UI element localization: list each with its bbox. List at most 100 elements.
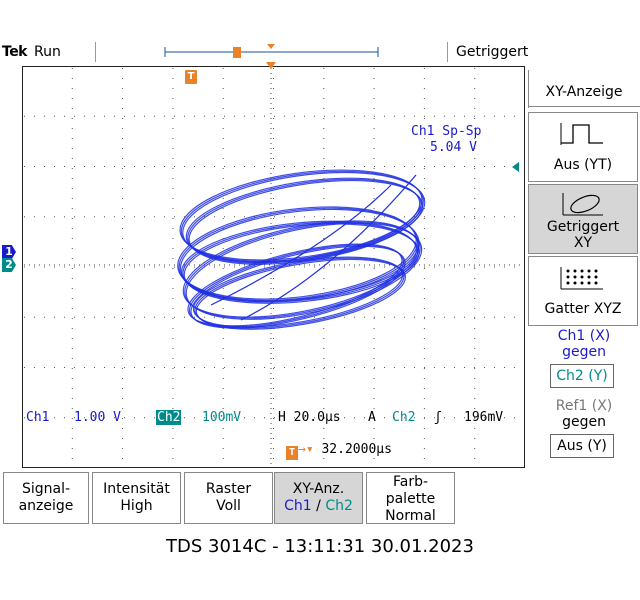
xy-trace-loop <box>194 257 405 329</box>
xy-ch2: Ch2 <box>325 498 353 514</box>
xyz-dot <box>580 269 584 273</box>
xyz-dot <box>573 275 577 279</box>
intensity-label-2: High <box>120 498 153 514</box>
ch1-x-label: Ch1 (X) <box>557 328 611 344</box>
xy-trace-loop <box>185 222 423 320</box>
xyz-dot <box>566 275 570 279</box>
record-position-bar[interactable] <box>160 40 385 66</box>
xy-display-label: XY-Anz. <box>292 481 345 497</box>
divider <box>528 70 529 108</box>
xy-separator: / <box>316 498 321 514</box>
rising-edge-icon: ʃ <box>434 410 442 425</box>
xyz-dot <box>566 281 570 285</box>
xyz-dot <box>580 275 584 279</box>
palette-label-2: palette <box>385 491 436 507</box>
run-state: Run <box>34 44 61 60</box>
graticule-button[interactable]: Raster Voll <box>184 472 273 524</box>
measurement-value: 5.04 V <box>430 140 477 155</box>
xy-trace-loop <box>195 258 406 330</box>
top-status-bar <box>0 40 640 66</box>
palette-label-3: Normal <box>385 508 436 524</box>
trigger-state: Getriggert <box>456 44 529 60</box>
xy-off-yt-button[interactable]: Aus (YT) <box>528 112 638 182</box>
ch1-scale: 1.00 V <box>74 410 121 425</box>
graticule <box>22 66 525 468</box>
xyz-dot <box>580 281 584 285</box>
xy-trace-loop <box>182 220 420 318</box>
xyz-dot <box>594 281 598 285</box>
side-menu: XY-Anzeige Aus (YT) Getriggert XY Gatter… <box>528 70 640 470</box>
graticule-label-1: Raster <box>205 481 252 497</box>
trigger-position-marker: T <box>185 70 197 84</box>
xy-display-channels: Ch1 / Ch2 <box>275 498 362 515</box>
timebase: H 20.0µs <box>278 410 341 425</box>
yt-square-wave-icon <box>560 123 603 145</box>
xyz-dot <box>594 269 598 273</box>
ref1-versus-label: gegen <box>562 414 606 430</box>
ch1-ground-marker[interactable]: 1 <box>2 245 16 259</box>
gated-xyz-button[interactable]: Gatter XYZ <box>528 256 638 326</box>
ref1-x-label: Ref1 (X) <box>555 398 613 414</box>
xy-trace-loop <box>182 221 419 303</box>
gated-xyz-label: Gatter XYZ <box>544 301 622 317</box>
xy-trace-loop <box>179 169 423 261</box>
signal-display-label-2: anzeige <box>18 498 74 514</box>
ch1-versus-label: gegen <box>562 344 606 360</box>
intensity-button[interactable]: Intensität High <box>92 472 181 524</box>
divider <box>95 42 96 62</box>
bottom-menu: Signal- anzeige Intensität High Raster V… <box>0 470 640 526</box>
footer-caption: TDS 3014C - 13:11:31 30.01.2023 <box>166 536 474 557</box>
ch2-label: Ch2 <box>156 410 182 425</box>
xyz-dot <box>594 275 598 279</box>
delay-arrow-icon: →▾ <box>298 442 314 457</box>
xyz-dot <box>587 275 591 279</box>
acquisition-mode: A <box>368 410 376 425</box>
trigger-icon: T <box>286 446 298 460</box>
ref1-y-selector[interactable]: Aus (Y) <box>550 434 614 458</box>
color-palette-button[interactable]: Farb- palette Normal <box>366 472 455 524</box>
xy-trace-loop <box>192 256 404 328</box>
xyz-dot <box>587 281 591 285</box>
xy-trace-strand <box>210 184 392 306</box>
xy-display-button[interactable]: XY-Anz. Ch1 / Ch2 <box>274 472 363 524</box>
xy-trace-loop <box>187 243 403 327</box>
trigger-delay-value: 32.2000µs <box>321 442 392 457</box>
xy-trace-loop <box>190 245 406 329</box>
intensity-label-1: Intensität <box>103 481 170 497</box>
graticule-label-2: Voll <box>216 498 241 514</box>
scope-display <box>22 66 525 468</box>
trigger-level: 196mV <box>464 410 504 425</box>
xy-ch1: Ch1 <box>284 498 312 514</box>
trigger-delay-row: T →▾ 32.2000µs <box>286 442 392 460</box>
brand-logo: Tek <box>2 44 28 60</box>
trigger-point-arrow <box>266 62 276 69</box>
triggered-xy-label-1: Getriggert <box>546 219 620 235</box>
xyz-dot <box>587 269 591 273</box>
triggered-xy-label-2: XY <box>573 235 593 251</box>
triggered-xy-button[interactable]: Getriggert XY <box>528 184 638 254</box>
xy-trace-loop <box>180 220 418 302</box>
trigger-source: Ch2 <box>392 410 416 425</box>
xy-trace-loop <box>187 178 422 264</box>
xyz-dot <box>573 281 577 285</box>
xyz-dot <box>566 269 570 273</box>
xy-trace-loop <box>184 221 421 319</box>
trigger-level-marker <box>512 162 519 172</box>
ch2-y-selector[interactable]: Ch2 (Y) <box>550 364 614 388</box>
measurement-label: Ch1 Sp-Sp <box>411 124 482 139</box>
xy-ellipse-icon <box>562 193 603 216</box>
divider <box>447 42 448 62</box>
xy-off-yt-label: Aus (YT) <box>553 157 613 173</box>
xy-trace-loop <box>185 177 421 263</box>
xy-trace-loop <box>183 223 420 304</box>
ch1-label: Ch1 <box>26 410 50 425</box>
ch2-scale: 100mV <box>202 410 242 425</box>
signal-display-label-1: Signal- <box>21 481 71 497</box>
xy-trace-strand <box>240 174 417 321</box>
xyz-dots-icon <box>560 267 603 290</box>
xyz-dot <box>573 269 577 273</box>
ch2-ground-marker[interactable]: 2 <box>2 258 16 272</box>
signal-display-button[interactable]: Signal- anzeige <box>3 472 89 524</box>
palette-label-1: Farb- <box>392 474 429 490</box>
divider <box>528 106 640 107</box>
